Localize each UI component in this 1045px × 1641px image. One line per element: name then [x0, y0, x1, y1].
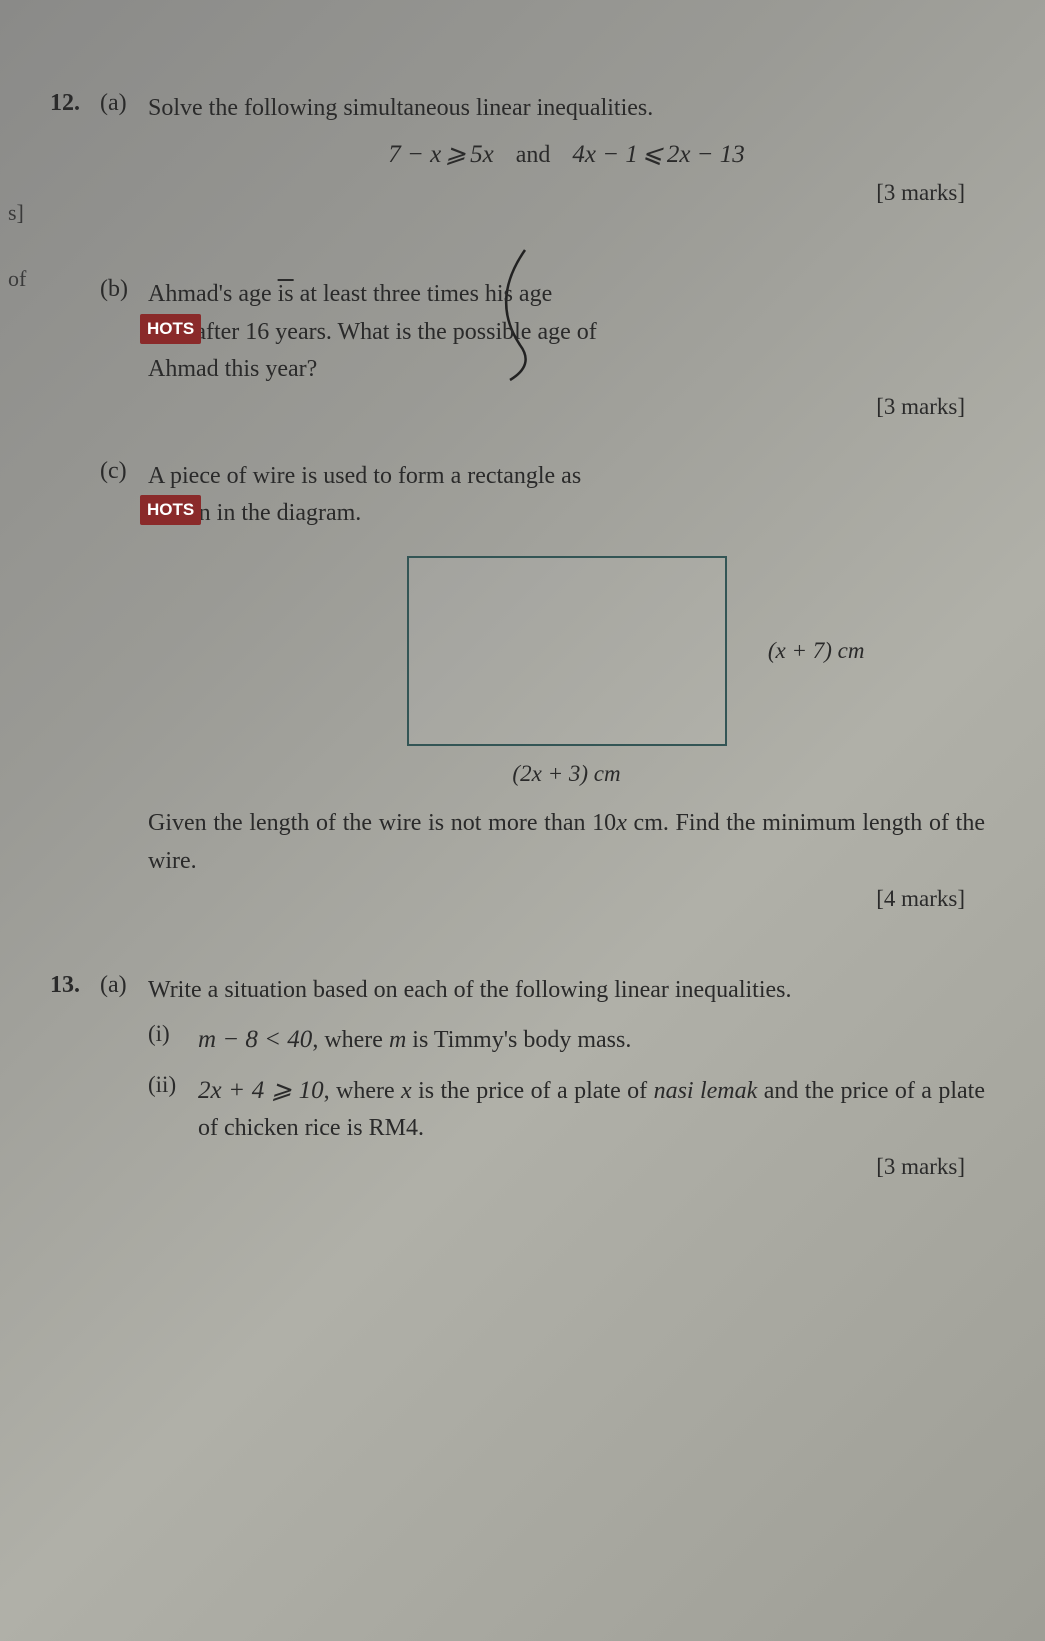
q12b-line2: now after 16 years. What is the possible…	[148, 319, 597, 345]
q12b-marks: [3 marks]	[148, 394, 985, 420]
q12-part-c: (c) A piece of wire is used to form a re…	[100, 458, 985, 912]
ineq1-op: ⩾	[445, 141, 466, 168]
margin-label-2: of	[8, 266, 26, 292]
rect-bottom-label: (2x + 3) cm	[148, 761, 985, 787]
ineq1-rhs: 5x	[470, 141, 494, 168]
q13a-i: (i) m − 8 < 40, where m is Timmy's body …	[148, 1021, 985, 1060]
q12c-line1: A piece of wire is used to form a rectan…	[148, 458, 985, 495]
margin-label-1: s]	[8, 200, 26, 226]
q13a-i-tail: , where m is Timmy's body mass.	[312, 1027, 631, 1053]
q13a-ii-label: (ii)	[148, 1072, 176, 1098]
q12a-marks: [3 marks]	[148, 180, 985, 206]
q12b-line3: Ahmad this year?	[148, 351, 985, 388]
q13a-ii-body: 2x + 4 ⩾ 10, where x is the price of a p…	[198, 1072, 985, 1148]
q12-number: 12.	[50, 90, 80, 117]
q12a-text: Solve the following simultaneous linear …	[148, 90, 985, 127]
question-13: 13. (a) Write a situation based on each …	[100, 972, 985, 1180]
q13-part-a: (a) Write a situation based on each of t…	[100, 972, 985, 1180]
ineq2-op: ⩽	[642, 141, 663, 168]
q12b-label: (b)	[100, 276, 128, 303]
ineq2-rhs: 2x − 13	[667, 141, 745, 168]
and-word: and	[498, 142, 569, 168]
q13a-marks: [3 marks]	[148, 1154, 985, 1180]
ineq1-lhs: 7 − x	[388, 141, 441, 168]
rectangle-diagram: (x + 7) cm (2x + 3) cm	[148, 556, 985, 787]
question-12: 12. (a) Solve the following simultaneous…	[100, 90, 985, 912]
q13a-i-label: (i)	[148, 1021, 170, 1047]
q13a-i-body: m − 8 < 40, where m is Timmy's body mass…	[198, 1021, 985, 1060]
q13a-label: (a)	[100, 972, 127, 999]
q12-part-b: (b) Ahmad's age is at least three times …	[100, 276, 985, 420]
q12c-line2-row: HOTS shown in the diagram.	[148, 495, 985, 532]
rect-right-label: (x + 7) cm	[768, 638, 865, 664]
rectangle-shape: (x + 7) cm	[407, 556, 727, 746]
q13a-ii: (ii) 2x + 4 ⩾ 10, where x is the price o…	[148, 1072, 985, 1148]
q12c-label: (c)	[100, 458, 127, 485]
q12c-marks: [4 marks]	[148, 886, 985, 912]
q13a-text: Write a situation based on each of the f…	[148, 972, 985, 1009]
page: s] of 12. (a) Solve the following simult…	[0, 0, 1045, 1641]
q13-number: 13.	[50, 972, 80, 999]
left-margin-labels: s] of	[8, 200, 26, 332]
ineq2-lhs: 4x − 1	[572, 141, 637, 168]
q12b-line2-row: HOTS now after 16 years. What is the pos…	[148, 314, 985, 351]
q12a-inequalities: 7 − x ⩾ 5x and 4x − 1 ⩽ 2x − 13	[148, 137, 985, 174]
hots-badge-2: HOTS	[140, 495, 201, 525]
hots-badge: HOTS	[140, 314, 201, 344]
q12-part-a: (a) Solve the following simultaneous lin…	[100, 90, 985, 206]
q12c-line3: Given the length of the wire is not more…	[148, 805, 985, 879]
q12a-label: (a)	[100, 90, 127, 117]
q12b-line1: Ahmad's age is at least three times his …	[148, 276, 985, 313]
